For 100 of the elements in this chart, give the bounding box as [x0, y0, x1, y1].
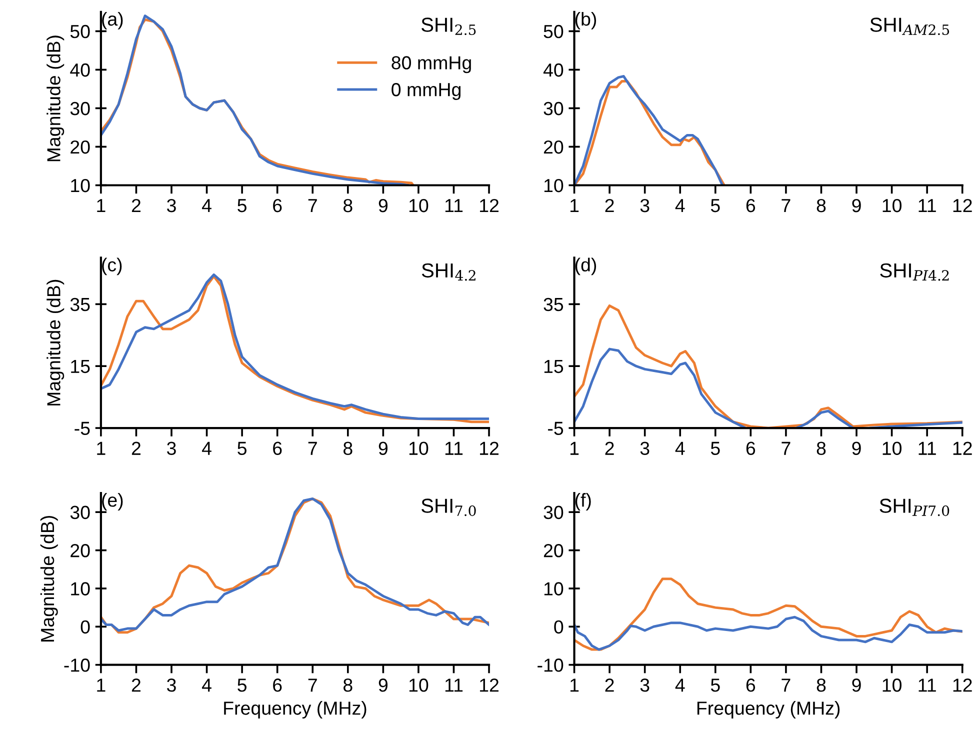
- x-tick-label: 12: [953, 198, 972, 212]
- x-tick-label: 12: [953, 678, 972, 692]
- x-tick-label: 12: [953, 442, 972, 455]
- y-axis-title: Magnitude (dB): [46, 280, 64, 406]
- annotation: (a): [102, 12, 123, 30]
- x-tick-label: 6: [273, 442, 282, 455]
- x-tick-label: 10: [409, 442, 428, 455]
- y-tick-label: 20: [544, 544, 564, 558]
- y-tick-label: 10: [71, 178, 90, 192]
- x-tick-label: 4: [202, 678, 212, 692]
- x-tick-label: 8: [816, 442, 826, 455]
- x-tick-label: 2: [605, 442, 614, 455]
- y-tick-label: 30: [70, 506, 90, 520]
- y-tick-label: 50: [70, 24, 90, 38]
- x-tick-label: 12: [480, 198, 499, 212]
- x-tick-label: 7: [782, 442, 790, 455]
- chart-title: SHI$_{PI7.0}$: [880, 498, 950, 516]
- x-tick-label: 4: [202, 199, 212, 212]
- y-tick-label: 15: [544, 360, 564, 374]
- x-tick-label: 3: [640, 678, 650, 692]
- y-axis-title: Magnitude (dB): [46, 36, 64, 162]
- y-tick-label: 15: [71, 360, 90, 374]
- x-tick-label: 10: [409, 198, 428, 212]
- x-tick-label: 9: [852, 442, 861, 455]
- annotation: (b): [575, 12, 596, 30]
- x-tick-label: 3: [640, 442, 650, 455]
- x-tick-label: 11: [445, 678, 463, 692]
- legend-label: 0 mmHg: [392, 82, 461, 100]
- x-tick-label: 4: [675, 442, 685, 455]
- x-tick-label: 3: [167, 678, 176, 692]
- x-tick-label: 6: [273, 678, 282, 692]
- y-tick-label: 10: [544, 178, 564, 192]
- x-tick-label: 5: [238, 678, 246, 692]
- x-tick-label: 2: [132, 442, 140, 455]
- x-tick-label: 10: [882, 442, 902, 455]
- x-tick-label: 5: [238, 442, 246, 455]
- x-tick-label: 8: [344, 198, 352, 212]
- x-tick-label: 6: [746, 678, 756, 692]
- y-tick-label: 30: [70, 102, 90, 116]
- y-tick-label: 10: [544, 582, 564, 596]
- x-tick-label: 7: [782, 199, 790, 212]
- x-tick-label: 4: [675, 678, 685, 692]
- x-tick-label: 7: [782, 678, 790, 692]
- y-tick-label: 40: [70, 63, 90, 77]
- x-tick-label: 9: [378, 198, 388, 212]
- x-tick-label: 1: [570, 442, 579, 455]
- chart-title: SHI$_{AM2.5}$: [870, 18, 950, 36]
- x-tick-label: 1: [570, 678, 579, 692]
- chart-title: SHI$_{4.2}$: [422, 263, 476, 281]
- x-axis-title: Frequency (MHz): [224, 701, 366, 719]
- x-tick-label: 1: [570, 199, 579, 212]
- x-tick-label: 11: [445, 199, 463, 212]
- x-tick-label: 7: [308, 442, 317, 455]
- x-tick-label: 11: [918, 199, 936, 212]
- x-tick-label: 2: [605, 198, 614, 212]
- x-tick-label: 6: [273, 198, 282, 212]
- y-tick-label: 20: [70, 140, 90, 154]
- x-tick-label: 9: [378, 678, 388, 692]
- x-axis-title: Frequency (MHz): [697, 701, 840, 719]
- x-tick-label: 8: [344, 442, 352, 455]
- x-tick-label: 11: [918, 442, 936, 455]
- x-tick-label: 1: [97, 678, 106, 692]
- line-series: [574, 616, 962, 651]
- y-tick-label: 30: [544, 506, 564, 520]
- annotation: (c): [102, 258, 122, 276]
- x-tick-label: 3: [167, 442, 176, 455]
- x-tick-label: 1: [97, 442, 106, 455]
- annotation: (f): [575, 493, 591, 510]
- y-tick-label: 35: [544, 298, 564, 312]
- x-tick-label: 10: [882, 678, 902, 692]
- chart-title: SHI$_{PI4.2}$: [880, 263, 949, 281]
- legend-label: 80 mmHg: [392, 56, 471, 74]
- y-axis-title: Magnitude (dB): [40, 516, 58, 642]
- x-tick-label: 11: [445, 442, 463, 455]
- chart-title: SHI$_{7.0}$: [422, 498, 476, 516]
- y-tick-label: 0: [554, 620, 564, 634]
- x-tick-label: 7: [308, 678, 317, 692]
- x-tick-label: 3: [640, 198, 650, 212]
- annotation: (e): [102, 493, 123, 510]
- x-tick-label: 6: [746, 442, 756, 455]
- x-tick-label: 8: [816, 678, 826, 692]
- x-tick-label: 4: [202, 442, 212, 455]
- x-tick-label: 5: [710, 678, 720, 692]
- y-tick-label: 40: [543, 63, 564, 77]
- y-tick-label: -5: [74, 422, 90, 436]
- y-tick-label: 20: [70, 544, 90, 558]
- y-tick-label: -10: [64, 658, 90, 672]
- x-tick-label: 5: [710, 199, 720, 212]
- x-tick-label: 7: [308, 199, 317, 212]
- y-tick-label: -5: [548, 422, 564, 436]
- x-tick-label: 12: [480, 442, 499, 455]
- y-tick-label: 0: [80, 620, 90, 634]
- x-tick-label: 10: [882, 198, 902, 212]
- y-tick-label: -10: [538, 658, 564, 672]
- x-tick-label: 2: [605, 678, 614, 692]
- x-tick-label: 4: [675, 199, 685, 212]
- x-tick-label: 9: [852, 198, 861, 212]
- y-tick-label: 10: [71, 582, 90, 596]
- y-tick-label: 50: [544, 24, 564, 38]
- x-tick-label: 2: [132, 678, 140, 692]
